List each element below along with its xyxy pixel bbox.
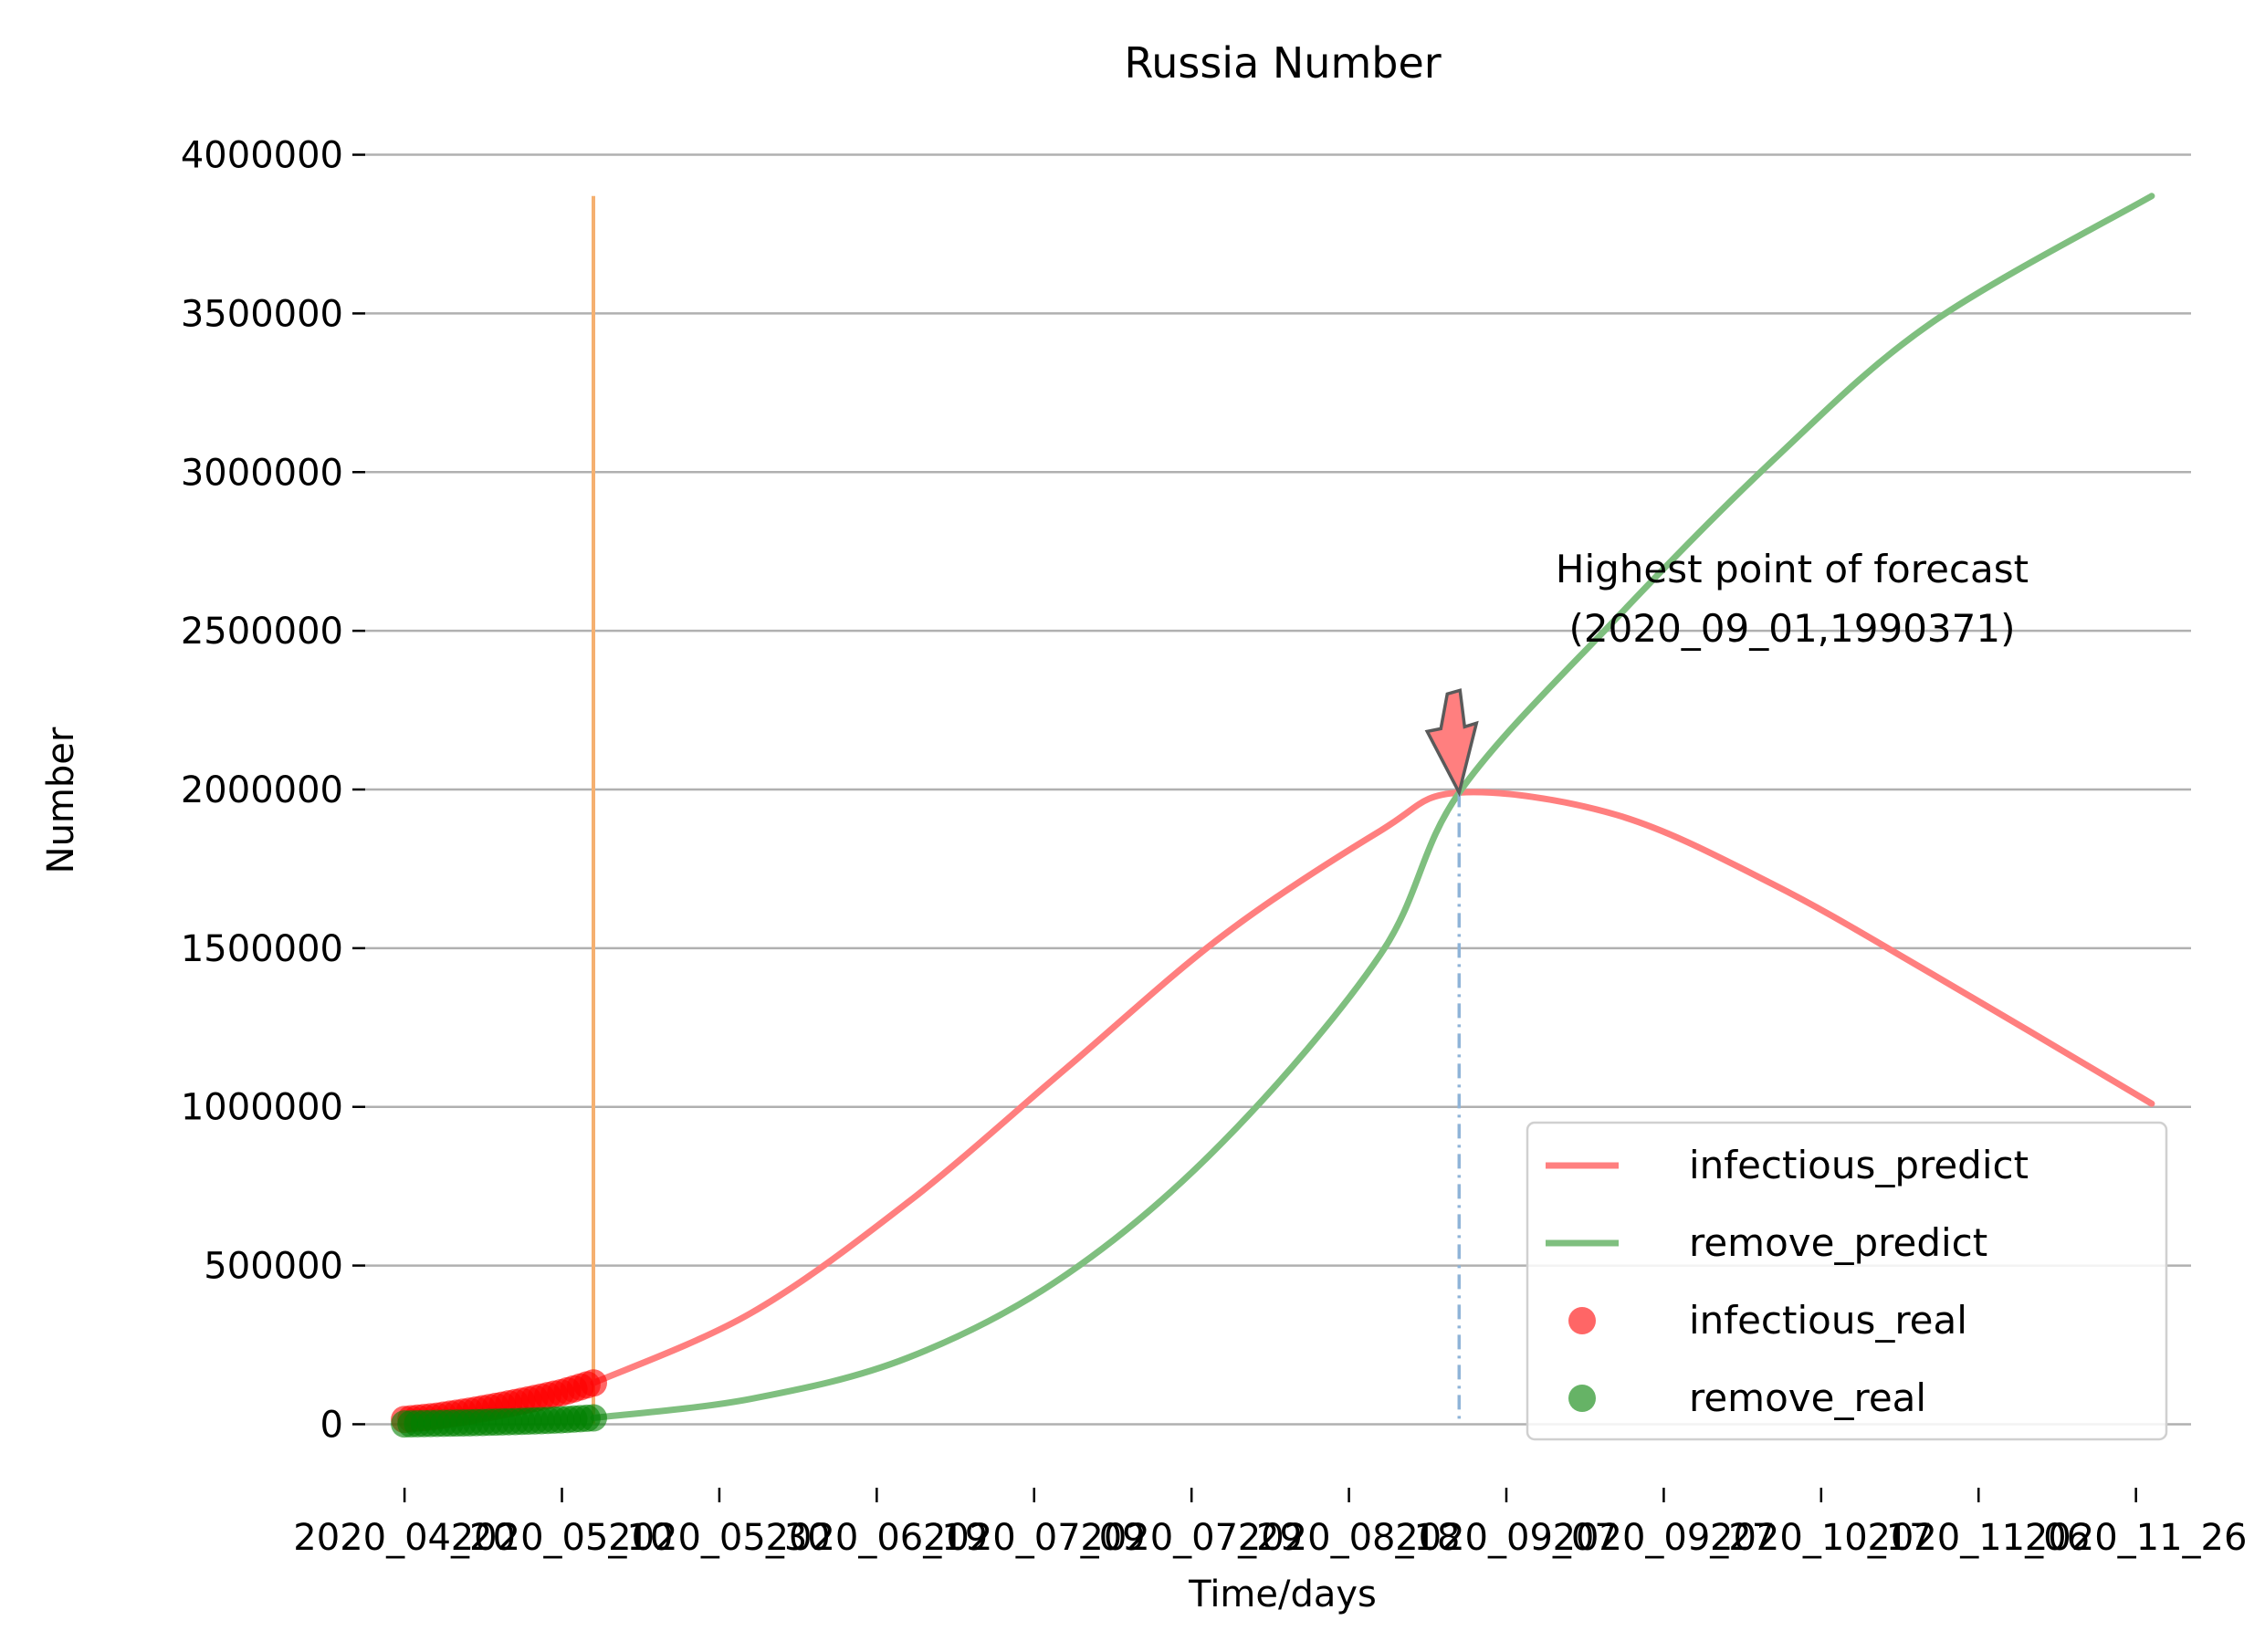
legend-swatch: [1568, 1385, 1596, 1412]
annotation-text-line-2: (2020_09_01,1990371): [1569, 606, 2016, 651]
y-tick-label: 0: [320, 1404, 343, 1446]
x-tick-label: 2020_10_17: [1710, 1517, 1933, 1559]
scatter-point-infectious_real: [580, 1369, 607, 1397]
annotation-arrow: [1424, 688, 1479, 798]
y-tick-label: 1000000: [181, 1087, 343, 1129]
y-tick-label: 2500000: [181, 611, 343, 653]
x-axis: 2020_04_202020_05_102020_05_302020_06_19…: [293, 1488, 2247, 1559]
annotation: Highest point of forecast (2020_09_01,199…: [1424, 547, 2029, 1425]
legend-label: remove_predict: [1689, 1220, 1987, 1265]
plot-area: [391, 193, 2155, 1438]
y-axis: 0 500000 1000000 1500000 2000000 2500000 30000…: [181, 135, 365, 1446]
y-tick-label: 2000000: [181, 769, 343, 811]
y-axis-label: Number: [40, 727, 82, 873]
x-tick-label: 2020_05_30: [608, 1517, 831, 1559]
legend-swatch: [1568, 1307, 1596, 1334]
scatter-point-remove_real: [580, 1404, 607, 1432]
x-tick-label: 2020_06_19: [766, 1517, 989, 1559]
annotation-text-line-1: Highest point of forecast: [1556, 547, 2029, 591]
y-tick-label: 3500000: [181, 293, 343, 335]
y-tick-label: 1500000: [181, 928, 343, 970]
x-tick-label: 2020_11_06: [1867, 1517, 2090, 1559]
x-tick-label: 2020_08_18: [1238, 1517, 1461, 1559]
legend-box: [1526, 1121, 2168, 1441]
x-tick-label: 2020_11_26: [2025, 1517, 2248, 1559]
x-tick-label: 2020_04_20: [293, 1517, 516, 1559]
legend: infectious_predict remove_predict infectio…: [1526, 1121, 2168, 1441]
legend-label: infectious_predict: [1689, 1143, 2029, 1187]
x-tick-label: 2020_07_29: [1080, 1517, 1303, 1559]
legend-label: infectious_real: [1689, 1298, 1967, 1343]
y-tick-label: 500000: [204, 1246, 343, 1288]
x-tick-label: 2020_07_09: [923, 1517, 1146, 1559]
series-line-infectious_predict: [590, 789, 2155, 1386]
series-line-remove_predict: [590, 193, 2155, 1421]
grid-lines: [365, 153, 2191, 1426]
legend-label: remove_real: [1689, 1375, 1926, 1420]
chart-title: Russia Number: [1124, 38, 1441, 88]
x-tick-label: 2020_09_27: [1553, 1517, 1776, 1559]
x-tick-label: 2020_09_07: [1395, 1517, 1618, 1559]
y-tick-label: 4000000: [181, 135, 343, 177]
x-axis-label: Time/days: [1188, 1574, 1377, 1615]
x-tick-label: 2020_05_10: [451, 1517, 674, 1559]
y-tick-label: 3000000: [181, 452, 343, 494]
